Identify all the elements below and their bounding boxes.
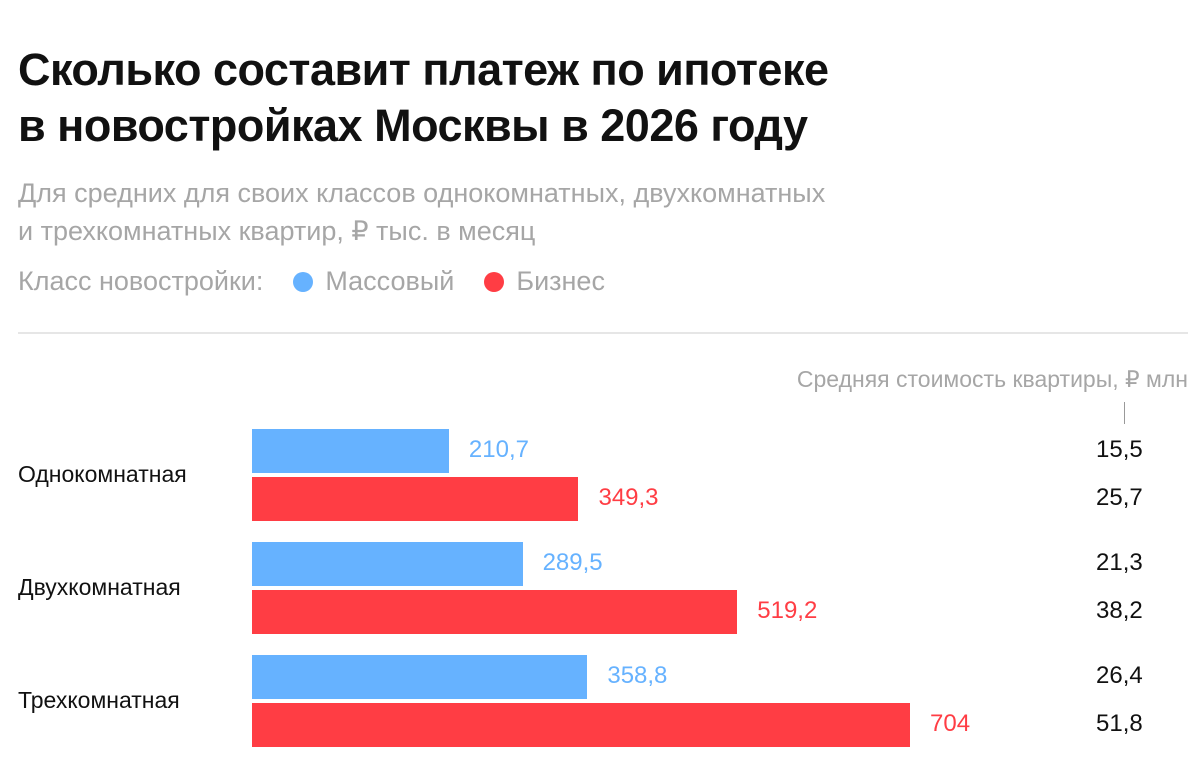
data-label-mass: 289,5 xyxy=(542,549,603,576)
price-value-mass: 21,3 xyxy=(1096,549,1143,576)
price-column-title: Средняя стоимость квартиры, ₽ млн xyxy=(796,366,1188,392)
divider xyxy=(18,332,1188,334)
bar-business xyxy=(252,477,579,521)
subtitle-line-2: и трехкомнатных квартир, ₽ тыс. в месяц xyxy=(18,216,536,246)
category-label: Двухкомнатная xyxy=(18,574,181,600)
legend-title: Класс новостройки: xyxy=(18,266,264,296)
price-value-business: 25,7 xyxy=(1096,484,1143,511)
data-label-business: 349,3 xyxy=(598,484,659,511)
legend-dot-business xyxy=(484,271,505,292)
bar-mass xyxy=(252,655,588,699)
category-label: Трехкомнатная xyxy=(18,687,180,713)
category-label: Однокомнатная xyxy=(18,461,187,487)
subtitle-line-1: Для средних для своих классов однокомнат… xyxy=(18,178,826,208)
price-value-mass: 26,4 xyxy=(1096,662,1143,689)
data-label-mass: 210,7 xyxy=(468,436,529,463)
data-label-business: 704 xyxy=(930,710,971,737)
legend-label-business: Бизнес xyxy=(516,266,605,296)
price-column-tick xyxy=(1124,402,1125,424)
bar-mass xyxy=(252,429,449,473)
price-value-business: 51,8 xyxy=(1096,710,1143,737)
chart-title: Сколько составит платеж по ипотеке в нов… xyxy=(18,42,829,154)
bar-business xyxy=(252,590,738,634)
title-line-1: Сколько составит платеж по ипотеке xyxy=(18,44,829,95)
legend: Класс новостройки: Массовый Бизнес xyxy=(18,266,605,297)
price-value-mass: 15,5 xyxy=(1096,436,1143,463)
bar-mass xyxy=(252,542,523,586)
title-line-2: в новостройках Москвы в 2026 году xyxy=(18,100,808,151)
bar-business xyxy=(252,703,910,747)
legend-dot-mass xyxy=(293,271,314,292)
data-label-business: 519,2 xyxy=(757,597,818,624)
data-label-mass: 358,8 xyxy=(607,662,668,689)
price-value-business: 38,2 xyxy=(1096,597,1143,624)
chart-subtitle: Для средних для своих классов однокомнат… xyxy=(18,174,825,250)
legend-label-mass: Массовый xyxy=(325,266,455,296)
